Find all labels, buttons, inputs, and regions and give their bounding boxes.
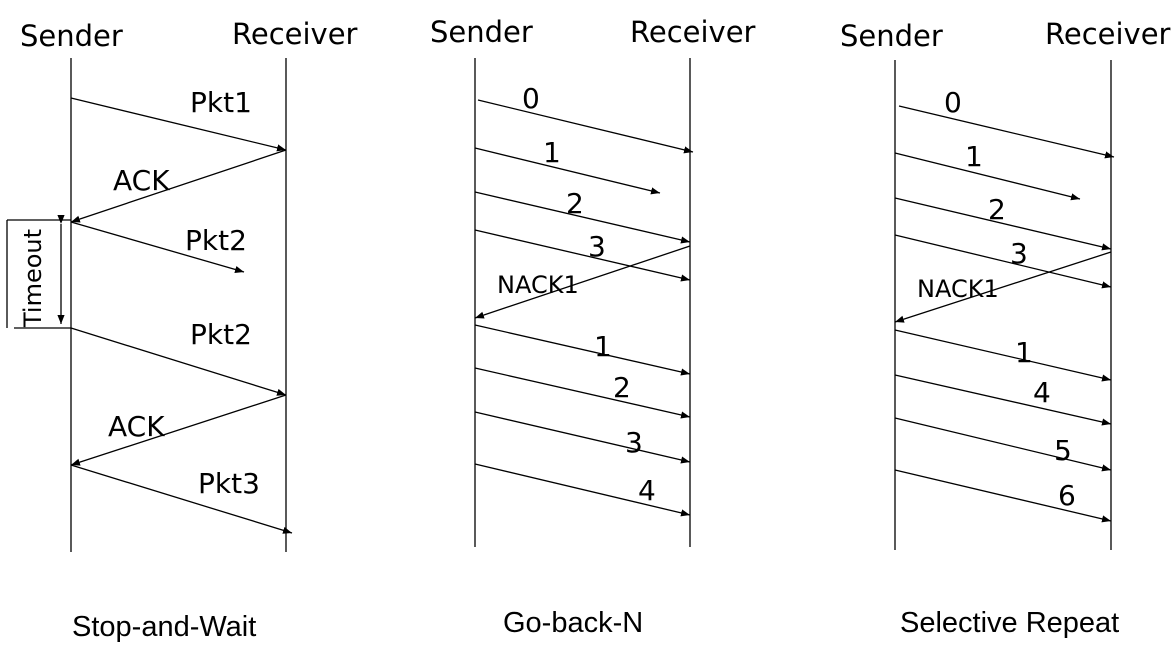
gbn-msg-4-label: 4 [638,474,656,507]
sr-msg-4-label: 4 [1033,376,1051,409]
gbn-msg-3-resend-arrow [474,411,691,464]
sr-msg-2-arrow [894,197,1112,251]
sr-msg-0-label: 0 [944,86,962,119]
sw-msg-pkt1-arrow [70,97,287,152]
gbn-msg-0-label: 0 [522,82,540,115]
sw-sender-label: Sender [20,19,123,53]
sr-msg-1-resend-arrow [894,329,1112,382]
gbn-receiver-label: Receiver [630,15,756,49]
sw-timeout-label: Timeout [19,229,47,328]
sr-msg-0-arrow [898,105,1115,159]
sr-msg-nack1-label: NACK1 [917,275,999,303]
gbn-msg-3-resend-label: 3 [625,426,643,459]
sr-msg-1-lost-label: 1 [965,140,983,173]
sw-msg-ack2-arrow [70,394,287,466]
gbn-msg-nack1-arrow [474,245,691,319]
sr-msg-3-arrow [894,234,1112,289]
gbn-title: Go-back-N [503,607,643,639]
gbn-msg-1-lost-label: 1 [543,136,561,169]
gbn-msg-1-resend-arrow [474,324,691,376]
gbn-msg-nack1-label: NACK1 [497,271,579,299]
gbn-msg-1-resend-label: 1 [594,330,612,363]
sr-msg-5-label: 5 [1054,434,1072,467]
gbn-sender-label: Sender [430,15,533,49]
sr-msg-5-arrow [894,417,1112,472]
sw-msg-ack1-label: ACK [113,164,170,197]
sr-receiver-label: Receiver [1045,17,1171,51]
sr-msg-3-label: 3 [1010,237,1028,270]
sw-msg-pkt3-label: Pkt3 [198,467,260,500]
sw-msg-pkt3-arrow [70,464,293,534]
sr-msg-4-arrow [894,374,1112,426]
sw-msg-ack1-arrow [70,149,287,223]
sw-receiver-label: Receiver [232,17,358,51]
gbn-msg-3-label: 3 [588,230,606,263]
sr-msg-6-arrow [894,469,1112,523]
stop-and-wait-diagram: Sender Receiver Pkt1 ACK Pkt2 Pkt2 ACK P… [6,17,358,643]
sw-timeout-bracket [6,215,71,329]
gbn-msg-2-label: 2 [566,187,584,220]
gbn-msg-2-resend-label: 2 [613,371,631,404]
gbn-msg-2-resend-arrow [474,367,691,419]
sr-sender-label: Sender [840,19,943,53]
gbn-msg-0-arrow [477,99,694,154]
gbn-msg-3-arrow [474,229,691,282]
sr-msg-6-label: 6 [1058,479,1076,512]
sw-msg-ack2-label: ACK [108,410,165,443]
sw-title: Stop-and-Wait [72,611,256,643]
gbn-msg-1-lost-arrow [474,147,661,195]
sr-msg-1-lost-arrow [894,152,1081,201]
go-back-n-diagram: Sender Receiver 0 1 2 3 NACK1 1 2 3 4 Go… [430,15,756,639]
sw-msg-pkt2-lost-label: Pkt2 [185,224,247,257]
sr-msg-nack1-arrow [894,251,1112,323]
selective-repeat-diagram: Sender Receiver 0 1 2 3 NACK1 1 4 5 6 Se… [840,17,1171,639]
sr-title: Selective Repeat [900,607,1119,639]
sw-msg-pkt2-lost-arrow [70,221,245,273]
sw-msg-pkt1-label: Pkt1 [190,86,252,119]
gbn-msg-2-arrow [474,191,691,244]
sr-msg-2-label: 2 [988,193,1006,226]
gbn-msg-4-arrow [474,463,691,517]
sr-msg-1-resend-label: 1 [1015,336,1033,369]
sw-msg-pkt2-resend-label: Pkt2 [190,318,252,351]
sw-msg-pkt2-resend-arrow [70,327,287,396]
